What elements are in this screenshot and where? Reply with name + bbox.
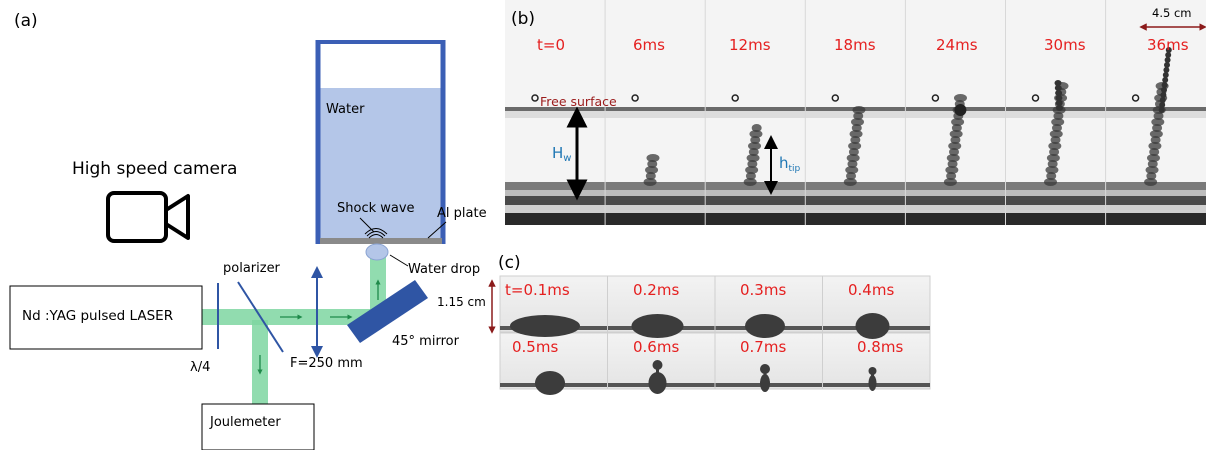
water-drop-label: Water drop	[408, 262, 480, 277]
time-label-b-2: 12ms	[729, 36, 771, 54]
time-label-b-5: 30ms	[1044, 36, 1086, 54]
joulemeter-label: Joulemeter	[209, 415, 281, 430]
bubble-0	[531, 94, 539, 102]
polarizer	[237, 281, 284, 353]
laser-label: Nd :YAG pulsed LASER	[22, 308, 173, 324]
drop-3	[855, 313, 890, 339]
water-label: Water	[326, 102, 365, 117]
panel-a: (a) High speed camera Nd :YAG pulsed LAS…	[9, 11, 487, 451]
laser-beam	[202, 255, 386, 404]
time-label-c-5: 0.6ms	[633, 338, 679, 356]
time-label-c-7: 0.8ms	[857, 338, 903, 356]
drop-4	[535, 371, 565, 395]
free-surface-label: Free surface	[540, 94, 617, 109]
quarter-wave-label: λ/4	[190, 360, 210, 375]
time-label-c-6: 0.7ms	[740, 338, 786, 356]
al-plate-label: Al plate	[437, 206, 487, 221]
time-label-c-1: 0.2ms	[633, 281, 679, 299]
htip-label: htip	[779, 154, 801, 174]
jet-1	[643, 154, 660, 186]
water-drop	[365, 243, 389, 261]
jet-4	[943, 94, 967, 186]
time-label-c-4: 0.5ms	[512, 338, 558, 356]
time-label-b-0: t=0	[537, 36, 565, 54]
lens-label: F=250 mm	[290, 356, 363, 371]
time-label-b-6: 36ms	[1147, 36, 1189, 54]
time-label-b-4: 24ms	[936, 36, 978, 54]
laser-box	[9, 285, 203, 350]
bubble-5	[1031, 94, 1040, 102]
panel-b-frames	[531, 0, 1172, 225]
shock-wave-icon	[364, 228, 388, 239]
jet-3	[843, 106, 866, 186]
panel-c: (c) 1.15 cm t=0.1ms 0.2ms 0.3ms 0.4ms 0.…	[437, 253, 931, 395]
time-label-c-2: 0.3ms	[740, 281, 786, 299]
panel-c-frames	[510, 276, 890, 395]
panel-a-label: (a)	[14, 11, 38, 31]
time-label-b-3: 18ms	[834, 36, 876, 54]
hw-label: Hw	[552, 144, 571, 164]
bubble-3	[831, 94, 840, 102]
bubble-2	[731, 94, 739, 102]
mirror-label: 45° mirror	[392, 334, 460, 349]
panel-c-time-labels: t=0.1ms 0.2ms 0.3ms 0.4ms 0.5ms 0.6ms 0.…	[505, 281, 903, 356]
jet-2	[743, 124, 763, 186]
panel-b-label: (b)	[511, 9, 535, 29]
drop-2	[745, 314, 785, 338]
bubble-6	[1131, 94, 1140, 102]
al-plate	[320, 238, 442, 244]
shock-wave-label: Shock wave	[337, 201, 415, 216]
bubble-4	[931, 94, 940, 102]
panel-b-scale-label: 4.5 cm	[1152, 6, 1191, 20]
camera-icon	[106, 191, 190, 243]
panel-c-scale-label: 1.15 cm	[437, 295, 486, 309]
time-label-b-1: 6ms	[633, 36, 665, 54]
panel-b: (b) 4.5 cm Free surface Hw htip t=0 6ms …	[505, 0, 1206, 225]
panel-c-label: (c)	[498, 253, 521, 273]
time-label-c-3: 0.4ms	[848, 281, 894, 299]
water-container	[315, 40, 446, 244]
drop-1	[631, 314, 684, 338]
panel-b-time-labels: t=0 6ms 12ms 18ms 24ms 30ms 36ms	[537, 36, 1189, 54]
mirror	[347, 280, 428, 343]
polarizer-label: polarizer	[223, 261, 281, 276]
time-label-c-0: t=0.1ms	[505, 281, 570, 299]
bubble-1	[631, 94, 639, 102]
camera-label: High speed camera	[72, 159, 237, 179]
drop-0	[510, 315, 580, 337]
